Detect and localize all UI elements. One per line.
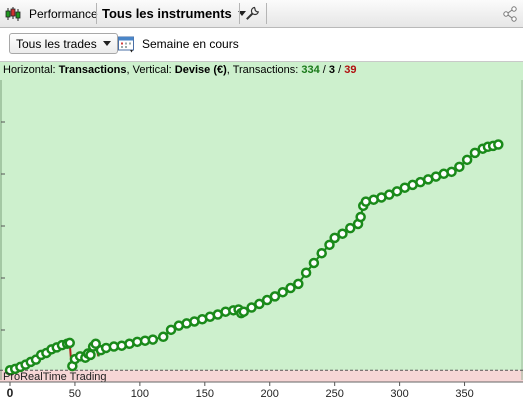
trade-points — [4, 139, 504, 376]
trade-point — [300, 267, 312, 278]
x-tick-label: 250 — [325, 388, 343, 400]
period-label[interactable]: Semaine en cours — [142, 37, 239, 51]
trade-point — [157, 331, 169, 343]
instruments-dropdown[interactable]: Tous les instruments — [102, 0, 246, 27]
trade-point — [277, 286, 288, 298]
x-tick-label: 150 — [196, 388, 214, 400]
trade-point — [165, 324, 177, 336]
instruments-label: Tous les instruments — [102, 6, 232, 21]
transactions-label: , Transactions: — [226, 64, 302, 76]
trade-point — [293, 278, 304, 290]
trade-point — [454, 161, 465, 173]
chevron-down-icon — [237, 11, 246, 16]
toolbar-separator — [239, 3, 240, 24]
trade-point — [238, 306, 250, 317]
horizontal-value: Transactions — [58, 64, 127, 76]
trades-filter-value: Tous les trades — [16, 36, 97, 51]
trade-point — [469, 147, 481, 159]
trade-point — [461, 154, 473, 166]
calendar-icon[interactable] — [117, 34, 137, 57]
transactions-losing: 39 — [344, 64, 357, 76]
x-tick-label: 350 — [455, 388, 473, 400]
trade-point — [269, 291, 281, 302]
trades-filter-dropdown[interactable]: Tous les trades — [9, 33, 118, 54]
loss-zone — [0, 370, 523, 382]
trade-point — [337, 228, 348, 239]
trade-point — [85, 349, 96, 361]
x-axis-ticks: 0 50 100 150 200 250 300 350 — [7, 382, 474, 400]
candlestick-chart-icon — [5, 0, 21, 27]
trade-point — [493, 139, 504, 150]
trade-point — [446, 166, 457, 178]
vertical-value: Devise (€) — [174, 64, 227, 76]
share-icon[interactable] — [502, 0, 518, 27]
trade-point — [345, 222, 356, 234]
plot-background — [0, 80, 523, 371]
toolbar-separator — [96, 3, 97, 24]
filter-bar: Tous les trades Semaine en cours — [0, 28, 523, 62]
trade-point — [64, 337, 75, 349]
x-tick-label: 0 — [7, 386, 14, 400]
x-tick-label: 50 — [69, 388, 81, 400]
slash-separator: / — [319, 64, 329, 76]
wrench-icon[interactable] — [245, 0, 260, 27]
trade-point — [329, 232, 340, 244]
trade-point — [254, 298, 265, 310]
performance-tab[interactable]: Performance — [29, 6, 98, 21]
chevron-down-icon — [102, 41, 111, 46]
trade-point — [308, 257, 320, 269]
trade-point — [147, 334, 159, 345]
trade-point — [355, 211, 366, 223]
trade-point — [316, 247, 327, 259]
transactions-neutral: 3 — [328, 64, 336, 76]
vertical-label: , Vertical: — [126, 64, 175, 76]
x-tick-label: 100 — [131, 388, 149, 400]
trade-point — [90, 338, 101, 350]
toolbar-separator — [266, 3, 267, 24]
chart-info-bar: Horizontal: Transactions, Vertical: Devi… — [0, 62, 523, 80]
equity-chart: ProRealTime Trading 0 50 100 150 200 250 300 35… — [0, 80, 523, 400]
x-tick-label: 300 — [390, 388, 408, 400]
transactions-total: 334 — [301, 64, 320, 76]
watermark: ProRealTime Trading — [3, 371, 107, 383]
trade-point — [324, 239, 335, 251]
top-toolbar: Performance Tous les instruments — [0, 0, 523, 28]
x-tick-label: 200 — [261, 388, 279, 400]
trade-point — [285, 282, 296, 294]
horizontal-label: Horizontal: — [3, 64, 59, 76]
slash-separator: / — [335, 64, 345, 76]
